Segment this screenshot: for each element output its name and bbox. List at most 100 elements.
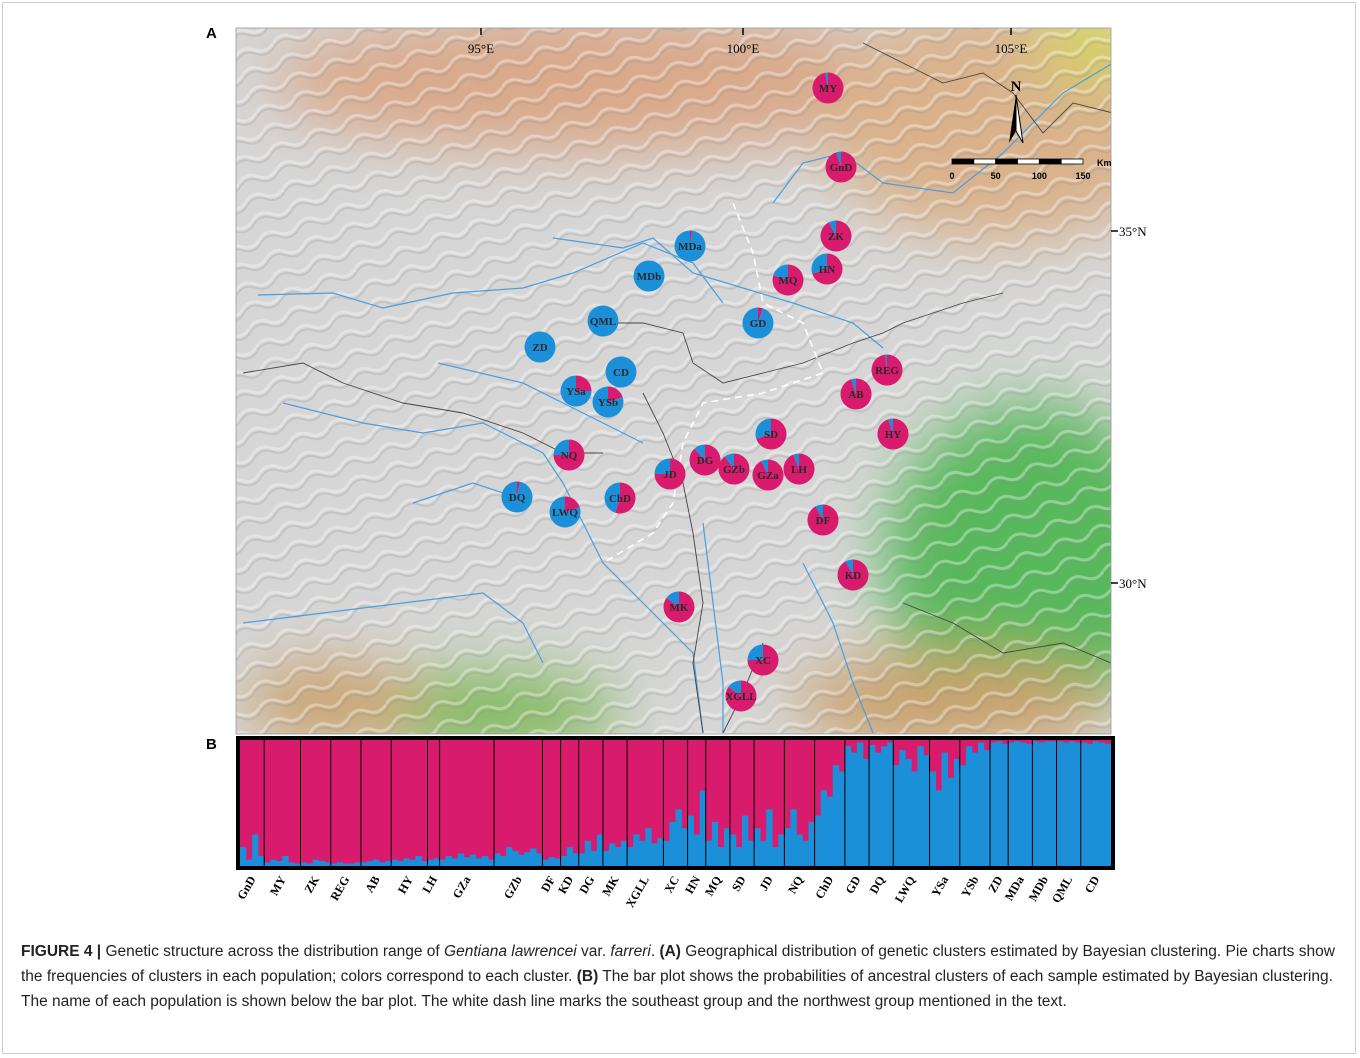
pie: DG <box>690 445 721 476</box>
sample-bar <box>966 746 972 866</box>
pie-label: REG <box>875 365 899 377</box>
sample-bar <box>657 838 663 866</box>
pie: ChD <box>604 483 635 514</box>
sample-bar <box>960 765 966 866</box>
sample-bar <box>294 863 300 866</box>
sample-bar <box>772 847 778 866</box>
sample-bar <box>567 847 573 866</box>
sample-bar <box>470 855 476 866</box>
caption-text: Genetic structure across the distributio… <box>105 943 444 960</box>
sample-bar <box>627 847 633 866</box>
caption-text: var. <box>577 943 611 960</box>
pie: YSb <box>593 386 624 417</box>
sample-bar <box>869 745 875 866</box>
sample-bar <box>905 759 911 866</box>
sample-bar <box>676 809 682 866</box>
population-label: GZb <box>501 873 525 901</box>
sample-bar <box>621 841 627 866</box>
sample-bar <box>663 841 669 866</box>
sample-bar <box>548 857 554 866</box>
sample-bar <box>815 816 821 866</box>
sample-bar <box>276 861 282 866</box>
pie: XC <box>748 645 779 676</box>
sample-bar <box>367 861 373 866</box>
sample-bar <box>542 860 548 866</box>
sample-bar <box>990 743 996 866</box>
population-label: DF <box>538 874 558 895</box>
population-label: MDb <box>1026 873 1052 903</box>
sample-bar <box>1075 743 1081 866</box>
sample-bar <box>706 841 712 866</box>
sample-bar <box>1032 741 1038 866</box>
sample-bar <box>591 851 597 866</box>
sample-bar <box>319 861 325 866</box>
north-label: N <box>1011 79 1022 95</box>
sample-bar <box>857 743 863 866</box>
sample-bar <box>524 852 530 866</box>
sample-bar <box>736 847 742 866</box>
population-block <box>440 740 494 866</box>
sample-bar <box>500 856 506 866</box>
sample-bar <box>778 835 784 867</box>
sample-bar <box>1099 743 1105 866</box>
sample-bar <box>488 860 494 866</box>
population-block <box>542 740 560 866</box>
scale-tick-label: 50 <box>991 171 1001 181</box>
sample-bar <box>518 855 524 866</box>
population-label: LWQ <box>892 874 918 905</box>
sample-bar <box>875 753 881 866</box>
sample-bar <box>264 862 270 866</box>
sample-bar <box>434 858 440 866</box>
sample-bar <box>1093 741 1099 866</box>
sample-bar <box>978 743 984 866</box>
population-label: XGLL <box>623 874 652 910</box>
population-label: MQ <box>702 874 724 899</box>
population-label: GZa <box>450 874 474 901</box>
sample-bar <box>948 778 954 866</box>
scale-segment <box>1061 159 1083 164</box>
sample-bar <box>1026 744 1032 866</box>
lon-label: 105°E <box>995 41 1028 56</box>
sample-bar <box>252 835 258 867</box>
sample-bar <box>1020 743 1026 866</box>
sample-bar <box>724 828 730 866</box>
sample-bar <box>1038 743 1044 866</box>
sample-bar <box>1081 743 1087 866</box>
pie: MY <box>813 73 844 104</box>
sample-bar <box>482 856 488 866</box>
sample-bar <box>760 841 766 866</box>
scale-tick-label: 0 <box>949 171 954 181</box>
sample-bar <box>1014 741 1020 866</box>
pie: ZD <box>525 332 556 363</box>
population-label: NQ <box>785 874 806 897</box>
population-label: REG <box>327 874 352 904</box>
caption-text: FIGURE 4 | <box>21 943 105 960</box>
sample-bar <box>669 822 675 866</box>
sample-bar <box>881 746 887 866</box>
population-label: JD <box>756 873 776 893</box>
sample-bar <box>421 861 427 866</box>
sample-bar <box>325 862 331 866</box>
population-label: GnD <box>234 873 259 902</box>
figure: A B N 95°E100°E105°E35°N30°N050100150KmM… <box>2 2 1356 1054</box>
sample-bar <box>645 828 651 866</box>
pie: HN <box>811 254 842 285</box>
pie-label: MY <box>819 83 837 95</box>
sample-bar <box>452 858 458 866</box>
sample-bar <box>923 755 929 866</box>
population-block <box>264 740 300 866</box>
pie-label: LH <box>791 464 807 476</box>
sample-bar <box>415 856 421 866</box>
scale-segment <box>974 159 996 164</box>
pie: GZb <box>719 454 750 485</box>
pie: XGLL <box>725 681 756 712</box>
pie: MK <box>664 592 695 623</box>
sample-bar <box>863 759 869 866</box>
sample-bar <box>942 753 948 866</box>
sample-bar <box>954 759 960 866</box>
lon-label: 100°E <box>727 41 760 56</box>
population-label: GD <box>842 873 863 896</box>
pie: DQ <box>502 482 533 513</box>
pie-label: ChD <box>609 493 631 505</box>
